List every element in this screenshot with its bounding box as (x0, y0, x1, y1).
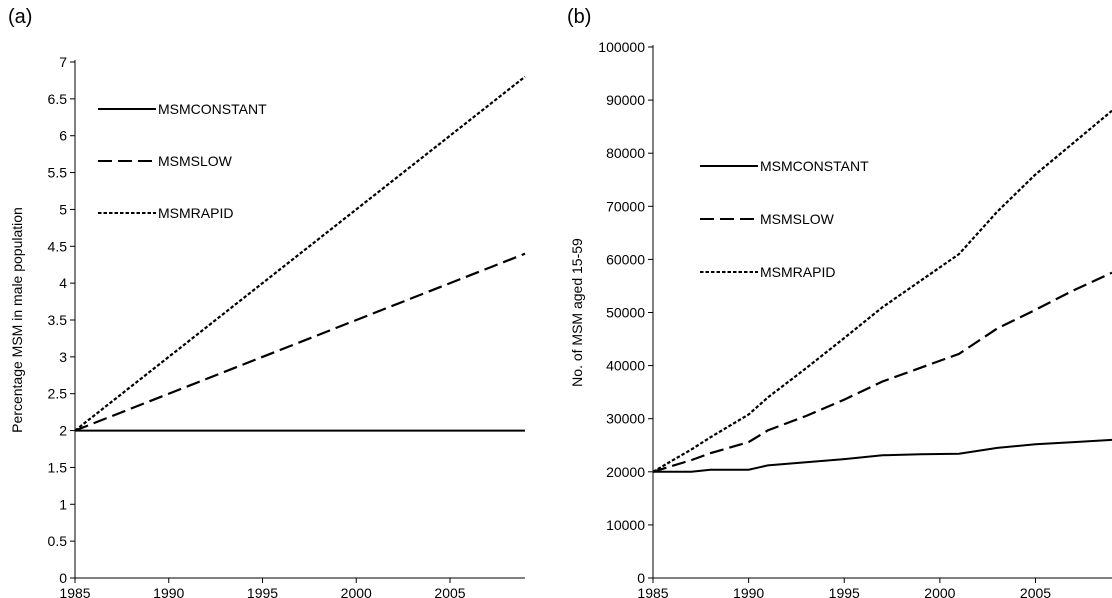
chart-a-y-tick-label: 3.5 (48, 312, 68, 328)
chart-a-x-tick-label: 1990 (153, 585, 184, 598)
chart-a-y-tick-label: 1.5 (48, 459, 68, 475)
chart-a-y-tick-label: 6.5 (48, 91, 68, 107)
chart-a-x-tick-label: 2000 (341, 585, 372, 598)
chart-a-series-msmslow (74, 252, 526, 432)
chart-a-y-tick-label: 6 (59, 128, 67, 144)
panel-a-label: (a) (8, 6, 33, 28)
chart-a-y-axis-label: Percentage MSM in male population (9, 207, 25, 433)
chart-a-y-tick-label: 2 (59, 423, 67, 439)
chart-a-x-tick-label: 1985 (59, 585, 90, 598)
chart-a-y-tick-label: 5 (59, 201, 67, 217)
panel-b-label: (b) (567, 6, 592, 28)
chart-a-x-tick-label: 1995 (247, 585, 278, 598)
chart-a-y-tick-label: 3 (59, 349, 67, 365)
chart-a-y-tick-label: 7 (59, 54, 67, 70)
chart-a-series-msmrapid (74, 75, 526, 432)
chart-a-y-tick-label: 1 (59, 496, 67, 512)
chart-a-y-tick-label: 5.5 (48, 165, 68, 181)
chart-a-y-tick-label: 2.5 (48, 386, 68, 402)
chart-a-legend-label-msmslow: MSMSLOW (158, 153, 233, 169)
chart-a-legend-label-msmconstant: MSMCONSTANT (158, 101, 267, 117)
chart-a-y-tick-label: 0.5 (48, 533, 68, 549)
chart-a-legend-label-msmrapid: MSMRAPID (158, 205, 233, 221)
chart-a-y-tick-label: 4 (59, 275, 67, 291)
chart-a-x-tick-label: 2005 (434, 585, 465, 598)
chart-a-y-tick-label: 4.5 (48, 238, 68, 254)
chart-a-y-tick-label: 0 (59, 570, 67, 586)
